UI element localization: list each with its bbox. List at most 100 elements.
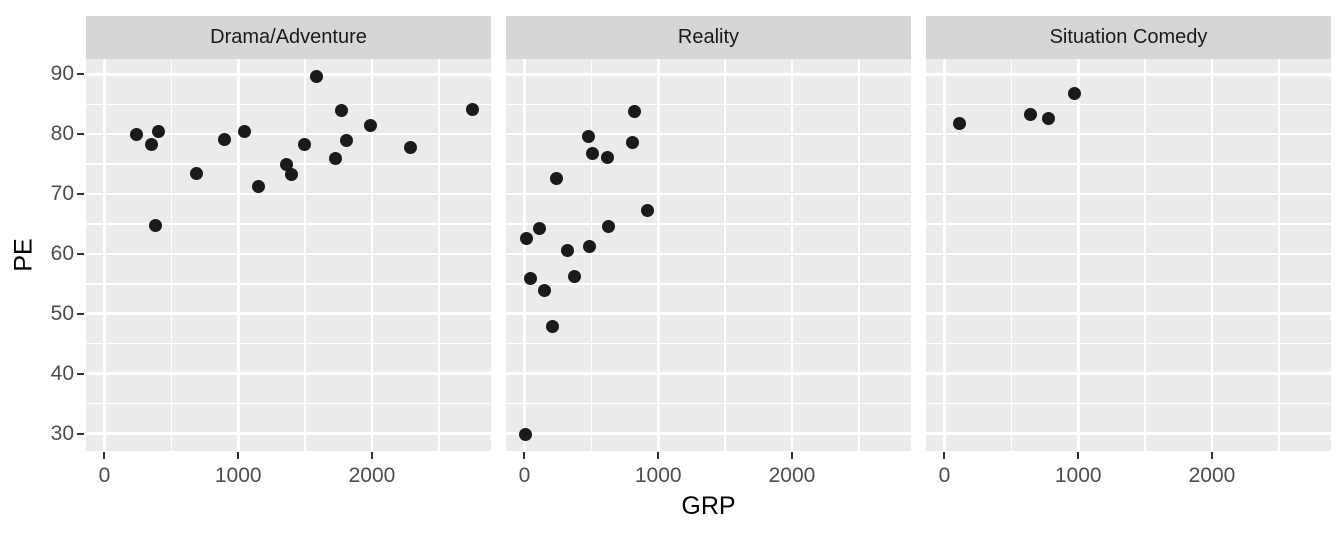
gridline-major-horizontal	[506, 372, 911, 375]
data-point	[523, 271, 537, 285]
gridline-minor-horizontal	[926, 283, 1331, 285]
y-tick-mark	[77, 312, 84, 315]
data-point	[538, 283, 552, 297]
gridline-major-horizontal	[86, 252, 491, 256]
data-point	[130, 128, 144, 142]
y-tick-mark	[77, 432, 84, 435]
facet-strip-label: Situation Comedy	[1049, 26, 1208, 49]
data-point	[583, 240, 597, 254]
gridline-minor-vertical	[858, 59, 860, 452]
gridline-minor-horizontal	[506, 103, 911, 105]
data-point	[340, 133, 354, 147]
y-tick-mark	[77, 73, 84, 76]
facet-strip-label: Drama/Adventure	[210, 26, 367, 49]
data-point	[600, 150, 614, 164]
gridline-major-horizontal	[86, 72, 491, 76]
data-point	[550, 171, 564, 185]
y-tick-label: 90	[50, 62, 74, 86]
gridline-minor-vertical	[1144, 59, 1146, 452]
x-axis-title: GRP	[681, 492, 736, 520]
gridline-minor-horizontal	[506, 402, 911, 405]
data-point	[641, 203, 654, 217]
data-point	[251, 180, 265, 194]
gridline-major-horizontal	[506, 312, 911, 316]
gridline-minor-vertical	[1010, 59, 1013, 452]
x-tick-mark	[523, 451, 526, 459]
gridline-minor-horizontal	[926, 223, 1331, 225]
data-point	[626, 136, 640, 150]
gridline-major-vertical	[523, 59, 526, 452]
data-point	[953, 117, 967, 131]
data-point	[519, 427, 533, 441]
x-tick-label: 0	[938, 463, 951, 487]
x-tick-mark	[1210, 451, 1213, 459]
gridline-major-horizontal	[86, 192, 491, 196]
data-point	[364, 118, 378, 132]
data-point	[145, 137, 159, 151]
data-point	[465, 103, 479, 117]
gridline-minor-horizontal	[926, 103, 1331, 105]
gridline-minor-horizontal	[506, 283, 911, 285]
x-tick-label: 2000	[1188, 463, 1236, 487]
x-tick-mark	[790, 451, 793, 459]
gridline-minor-horizontal	[926, 402, 1331, 405]
x-tick-mark	[657, 451, 660, 459]
gridline-minor-horizontal	[86, 283, 491, 285]
data-point	[237, 124, 251, 138]
gridline-major-vertical	[1210, 59, 1214, 452]
gridline-major-vertical	[943, 59, 946, 452]
gridline-major-horizontal	[926, 372, 1331, 375]
data-point	[627, 105, 641, 119]
data-point	[149, 218, 163, 232]
data-point	[568, 270, 582, 284]
y-tick-mark	[77, 372, 84, 375]
gridline-minor-horizontal	[86, 223, 491, 225]
gridline-minor-horizontal	[506, 223, 911, 225]
gridline-minor-horizontal	[506, 343, 911, 345]
gridline-minor-horizontal	[86, 103, 491, 105]
facet-panel	[926, 59, 1331, 452]
x-tick-label: 1000	[634, 463, 682, 487]
gridline-major-horizontal	[86, 372, 491, 375]
gridline-minor-vertical	[1278, 59, 1280, 452]
y-tick-label: 60	[50, 241, 74, 265]
data-point	[329, 152, 343, 166]
data-point	[582, 130, 596, 144]
x-tick-label: 2000	[768, 463, 816, 487]
y-tick-label: 40	[50, 361, 74, 385]
gridline-minor-horizontal	[86, 402, 491, 405]
gridline-major-horizontal	[926, 132, 1331, 136]
gridline-major-horizontal	[926, 192, 1331, 196]
gridline-major-vertical	[236, 59, 240, 452]
y-tick-label: 50	[50, 301, 74, 325]
y-tick-label: 30	[50, 421, 74, 445]
gridline-major-vertical	[656, 59, 660, 452]
facet-panel	[86, 59, 491, 452]
gridline-major-horizontal	[506, 72, 911, 76]
gridline-major-horizontal	[86, 132, 491, 136]
x-tick-mark	[1077, 451, 1080, 459]
gridline-major-horizontal	[926, 312, 1331, 316]
gridline-major-vertical	[370, 59, 374, 452]
gridline-major-horizontal	[86, 312, 491, 316]
gridline-minor-vertical	[170, 59, 173, 452]
data-point	[560, 243, 574, 257]
data-point	[297, 137, 311, 151]
gridline-major-horizontal	[926, 252, 1331, 256]
facet-strip: Reality	[506, 16, 911, 60]
data-point	[285, 167, 299, 181]
data-point	[1023, 107, 1037, 121]
x-tick-mark	[103, 451, 106, 459]
facet-panel	[506, 59, 911, 452]
x-tick-mark	[237, 451, 240, 459]
facet-strip: Drama/Adventure	[86, 16, 491, 60]
data-point	[601, 220, 615, 234]
gridline-major-horizontal	[926, 432, 1331, 435]
gridline-major-horizontal	[506, 252, 911, 256]
gridline-major-horizontal	[506, 132, 911, 136]
x-tick-mark	[370, 451, 373, 459]
gridline-minor-horizontal	[926, 343, 1331, 345]
gridline-major-horizontal	[86, 432, 491, 435]
data-point	[532, 221, 546, 235]
